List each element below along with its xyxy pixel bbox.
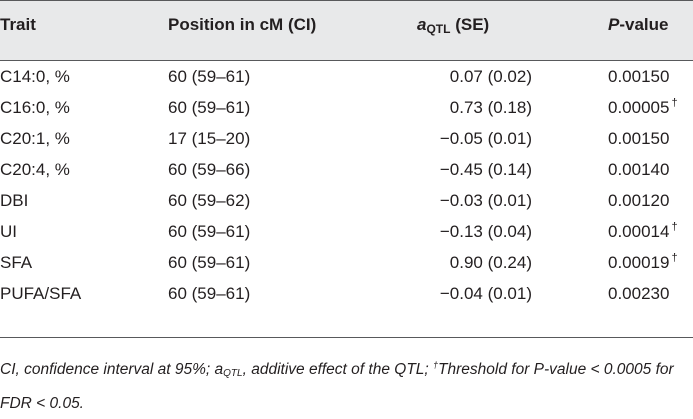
cell-trait: DBI bbox=[0, 191, 29, 210]
table-row: SFA 60 (59–61) 0.90 (0.24) 0.00019 † bbox=[0, 247, 693, 278]
table-row: UI 60 (59–61) −0.13 (0.04) 0.00014 † bbox=[0, 216, 693, 247]
header-aqtl: aQTL (SE) bbox=[417, 14, 489, 40]
cell-trait: PUFA/SFA bbox=[0, 284, 82, 303]
threshold-dagger: † bbox=[671, 97, 678, 109]
cell-trait: C16:0, % bbox=[0, 98, 70, 117]
cell-aqtl: −0.04 (0.01) bbox=[439, 284, 532, 303]
table-row: C14:0, % 60 (59–61) 0.07 (0.02) 0.00150 bbox=[0, 61, 693, 92]
table-header: Trait Position in cM (CI) aQTL (SE) P-va… bbox=[0, 0, 693, 60]
pvalue-number: 0.00120 bbox=[608, 191, 670, 210]
pvalue-number: 0.00019 bbox=[608, 253, 670, 272]
cell-position: 60 (59–61) bbox=[168, 98, 251, 117]
cell-aqtl: 0.07 (0.02) bbox=[449, 67, 532, 86]
cell-trait: SFA bbox=[0, 253, 33, 272]
cell-trait: UI bbox=[0, 222, 17, 241]
cell-pvalue: 0.00150 bbox=[608, 123, 671, 157]
footnote-dagger: † bbox=[433, 360, 439, 370]
footnote-text-1: CI, confidence interval at 95%; a bbox=[0, 361, 224, 378]
cell-trait: C20:1, % bbox=[0, 129, 70, 148]
cell-aqtl: 0.73 (0.18) bbox=[449, 98, 532, 117]
pvalue-number: 0.00005 bbox=[608, 98, 670, 117]
pvalue-number: 0.00150 bbox=[608, 129, 670, 148]
cell-pvalue: 0.00140 bbox=[608, 154, 671, 188]
table-row: DBI 60 (59–62) −0.03 (0.01) 0.00120 bbox=[0, 185, 693, 216]
pvalue-number: 0.00140 bbox=[608, 160, 670, 179]
table-body: C14:0, % 60 (59–61) 0.07 (0.02) 0.00150 … bbox=[0, 61, 693, 309]
top-rule bbox=[0, 0, 693, 1]
cell-aqtl: −0.03 (0.01) bbox=[439, 191, 532, 210]
cell-pvalue: 0.00019 † bbox=[608, 247, 678, 281]
table-row: C20:1, % 17 (15–20) −0.05 (0.01) 0.00150 bbox=[0, 123, 693, 154]
footnote-text-2: , additive effect of the QTL; bbox=[242, 361, 434, 378]
table-footnote: CI, confidence interval at 95%; aQTL, ad… bbox=[0, 350, 693, 419]
header-aqtl-rest: (SE) bbox=[450, 15, 490, 34]
header-aqtl-symbol: a bbox=[417, 15, 427, 34]
footnote-subscript: QTL bbox=[223, 368, 243, 379]
table-row: PUFA/SFA 60 (59–61) −0.04 (0.01) 0.00230 bbox=[0, 278, 693, 309]
cell-pvalue: 0.00120 bbox=[608, 185, 671, 219]
cell-aqtl: −0.13 (0.04) bbox=[439, 222, 532, 241]
header-pvalue: P-value bbox=[608, 14, 668, 36]
cell-position: 60 (59–61) bbox=[168, 67, 251, 86]
header-pvalue-symbol: P bbox=[608, 15, 620, 34]
threshold-dagger: † bbox=[671, 221, 678, 233]
cell-position: 60 (59–61) bbox=[168, 222, 251, 241]
cell-aqtl: −0.45 (0.14) bbox=[439, 160, 532, 179]
cell-pvalue: 0.00005 † bbox=[608, 92, 678, 126]
cell-aqtl: −0.05 (0.01) bbox=[439, 129, 532, 148]
header-position: Position in cM (CI) bbox=[168, 15, 317, 34]
pvalue-number: 0.00014 bbox=[608, 222, 670, 241]
header-trait: Trait bbox=[0, 15, 36, 34]
header-rule bbox=[0, 60, 693, 61]
header-pvalue-rest: -value bbox=[619, 15, 669, 34]
header-aqtl-subscript: QTL bbox=[426, 22, 451, 36]
cell-pvalue: 0.00150 bbox=[608, 61, 671, 95]
cell-pvalue: 0.00014 † bbox=[608, 216, 678, 250]
cell-position: 60 (59–61) bbox=[168, 284, 251, 303]
cell-trait: C20:4, % bbox=[0, 160, 70, 179]
bottom-rule bbox=[0, 337, 693, 338]
cell-position: 60 (59–62) bbox=[168, 191, 251, 210]
cell-pvalue: 0.00230 bbox=[608, 278, 671, 312]
cell-aqtl: 0.90 (0.24) bbox=[449, 253, 532, 272]
cell-trait: C14:0, % bbox=[0, 67, 70, 86]
threshold-dagger: † bbox=[671, 252, 678, 264]
cell-position: 60 (59–66) bbox=[168, 160, 251, 179]
pvalue-number: 0.00230 bbox=[608, 284, 670, 303]
table-row: C16:0, % 60 (59–61) 0.73 (0.18) 0.00005 † bbox=[0, 92, 693, 123]
table-row: C20:4, % 60 (59–66) −0.45 (0.14) 0.00140 bbox=[0, 154, 693, 185]
cell-position: 60 (59–61) bbox=[168, 253, 251, 272]
cell-position: 17 (15–20) bbox=[168, 129, 251, 148]
pvalue-number: 0.00150 bbox=[608, 67, 670, 86]
